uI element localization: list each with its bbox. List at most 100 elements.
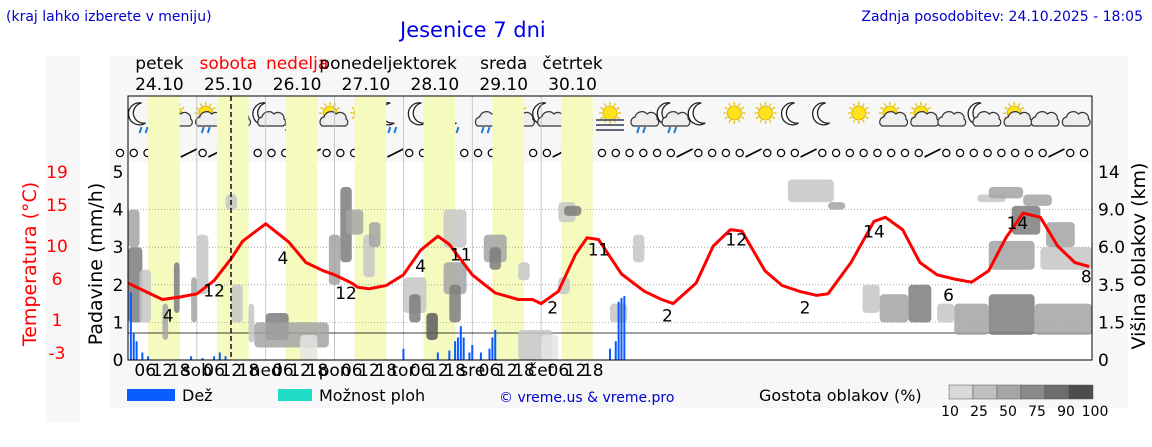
sun-ray — [737, 119, 741, 123]
cloud-cell — [879, 294, 909, 323]
sun-ray — [759, 119, 763, 123]
day-date: 27.10 — [342, 75, 391, 95]
temperature-label: 4 — [415, 257, 426, 277]
rain-bar — [132, 333, 135, 360]
rain-bar — [213, 356, 216, 360]
day-short-label: čet — [528, 361, 555, 381]
sun-ray — [209, 103, 212, 107]
daylight-band — [285, 96, 318, 360]
wind-calm-marker — [997, 148, 1006, 158]
temperature-axis-label: Temperatura (°C) — [19, 182, 41, 347]
sun-ray — [1004, 106, 1008, 110]
legend: Dež Možnost ploh © vreme.us & vreme.pro … — [127, 384, 1109, 420]
cloud-cell — [409, 294, 421, 323]
hour-tick: 18 — [307, 361, 329, 381]
sun-ray — [772, 116, 776, 120]
wind-calm-marker — [115, 148, 125, 158]
wind-calm-marker — [818, 148, 827, 158]
wind-calm-marker — [639, 148, 648, 158]
cloud-shape — [257, 111, 287, 127]
sun-ray — [848, 106, 853, 110]
cloud-shape — [661, 111, 691, 127]
sun-ray — [883, 103, 887, 107]
sun-ray — [728, 103, 731, 107]
hour-tick: 18 — [238, 361, 260, 381]
temperature-series: 4 12 4 12 4 11 2 11 2 12 2 14 6 14 8 — [127, 211, 1092, 327]
temperature-label: 12 — [203, 282, 225, 302]
wind-calm-marker — [666, 148, 676, 158]
rain-drop — [673, 126, 678, 134]
day-date: 28.10 — [411, 75, 460, 95]
rain-bar — [448, 350, 451, 360]
sun-cloud-icon — [319, 102, 349, 127]
cloud-cell — [937, 303, 955, 323]
cloud-height-tick: 9.0 — [1098, 201, 1125, 221]
rain-bar — [190, 356, 193, 360]
wind-calm-marker — [707, 148, 717, 158]
precipitation-tick: 4 — [113, 201, 124, 221]
sun-ray — [772, 106, 776, 110]
wind-calm-marker — [887, 148, 896, 158]
wind-calm-marker — [625, 148, 634, 158]
sun-ray — [724, 116, 728, 120]
temperature-tick: 19 — [46, 163, 68, 183]
density-swatch — [1068, 384, 1094, 400]
moon-icon — [780, 102, 799, 126]
temperature-tick: 6 — [52, 270, 63, 290]
rain-bar — [488, 348, 491, 360]
moon-shape — [687, 102, 706, 126]
sun-ray — [924, 103, 928, 107]
sun-ray — [852, 119, 856, 123]
sun-ray — [351, 116, 355, 120]
sun-ray — [613, 103, 617, 107]
moon-shape — [780, 102, 799, 126]
sun-ray — [616, 116, 620, 120]
rain-drop — [138, 126, 143, 134]
precipitation-tick: 0 — [113, 351, 124, 371]
wind-calm-marker — [542, 148, 552, 158]
cloud-rain-icon — [630, 111, 660, 134]
temperature-label: 11 — [450, 245, 472, 265]
rain-drop — [486, 126, 491, 134]
moon-icon — [687, 102, 706, 126]
cloud-cell — [541, 334, 559, 360]
sun-ray — [212, 106, 216, 110]
cloud-icon — [937, 111, 967, 127]
temperature-label: 14 — [1007, 214, 1029, 234]
wind-calm-marker — [983, 148, 992, 158]
credit-link[interactable]: © vreme.us & vreme.pro — [499, 390, 674, 406]
density-swatch — [996, 384, 1022, 400]
rain-bar — [147, 356, 150, 360]
temperature-ticks: 19 15 10 6 1 -3 — [46, 163, 68, 364]
wind-barb — [387, 148, 404, 158]
hour-tick: 12 — [220, 361, 242, 381]
rain-bars — [129, 292, 626, 360]
rain-bar — [459, 326, 462, 360]
cloud-height-ticks: 14 9.0 6.0 3.5 1.5 0 — [1098, 163, 1125, 371]
precipitation-ticks: 5 4 3 2 1 0 — [113, 163, 124, 371]
rain-bar — [494, 329, 497, 360]
rain-drop — [455, 126, 460, 134]
precipitation-tick: 2 — [113, 276, 124, 296]
density-step-label: 100 — [1082, 404, 1109, 420]
sun-ray — [603, 103, 607, 107]
sun-ray — [759, 103, 763, 107]
cloud-cell — [449, 284, 461, 323]
rain-bar — [218, 352, 221, 360]
day-date: 29.10 — [479, 75, 528, 95]
precipitation-axis-label: Padavine (mm/h) — [85, 183, 107, 346]
moon-shape — [811, 102, 831, 126]
rain-bar — [201, 358, 204, 360]
moon-cloud-rain-icon — [656, 102, 691, 134]
wind-calm-marker — [763, 148, 772, 158]
location-menu-note[interactable]: (kraj lahko izberete v meniju) — [6, 9, 212, 25]
rain-bar — [224, 356, 227, 360]
cloud-cell — [369, 222, 381, 248]
sun-ray — [523, 106, 527, 110]
cloud-cell — [346, 209, 364, 235]
cloud-cell — [248, 303, 255, 343]
sun-ray — [740, 106, 745, 110]
hour-tick: 12 — [289, 361, 311, 381]
sun-ray — [740, 116, 745, 120]
